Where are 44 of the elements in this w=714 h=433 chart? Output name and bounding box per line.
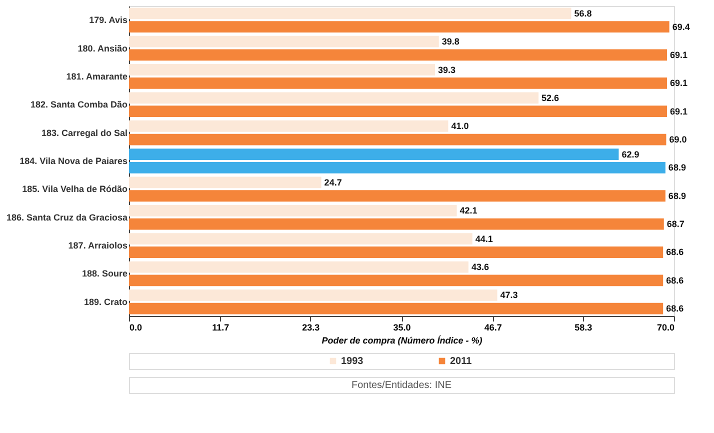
data-label: 68.6 [666,247,684,258]
x-tick-label: 0.0 [130,322,142,332]
y-tick-label: 179. Avis [89,15,128,26]
x-tick-label: 11.7 [212,322,230,332]
x-tick-label: 23.3 [302,322,320,332]
x-tick-label: 46.7 [484,322,502,332]
y-tick-label: 189. Crato [84,296,128,307]
data-label: 69.4 [672,22,690,32]
data-label: 43.6 [471,262,489,272]
y-tick-label: 181. Amarante [66,71,128,82]
data-label: 68.6 [666,275,684,286]
data-label: 62.9 [622,149,640,160]
x-tick-label: 70.0 [656,322,674,332]
data-label: 69.1 [670,50,688,60]
y-tick-label: 183. Carregal do Sal [41,128,128,138]
data-label: 68.7 [666,219,684,230]
x-axis-title: Poder de compra (Número Índice - %) [322,336,482,346]
data-label: 52.6 [542,92,560,103]
data-label: 39.8 [442,36,460,47]
data-label: 47.3 [500,290,518,300]
data-label: 69.1 [670,106,688,116]
data-label: 69.1 [670,78,688,88]
data-label: 44.1 [475,234,493,244]
x-tick-label: 35.0 [393,322,411,332]
data-label: 68.6 [666,304,684,314]
y-tick-label: 180. Ansião [78,43,128,54]
y-tick-label: 186. Santa Cruz da Graciosa [6,212,128,222]
y-tick-label: 187. Arraiolos [68,240,128,251]
x-tick-label: 58.3 [574,322,592,332]
legend-label: 2011 [450,356,472,367]
y-tick-label: 182. Santa Comba Dão [30,100,128,110]
text: Fontes/Entidades: INE [351,380,452,391]
data-label: 68.9 [668,162,686,173]
y-tick-label: 184. Vila Nova de Paiares [20,156,128,166]
data-label: 42.1 [460,206,478,216]
legend-label: 1993 [341,356,364,367]
data-label: 56.8 [574,8,592,18]
data-label: 69.0 [669,134,687,145]
y-tick-label: 188. Soure [82,268,128,279]
y-tick-label: 185. Vila Velha de Ródão [22,184,128,194]
data-label: 68.9 [668,190,686,201]
data-label: 39.3 [438,64,456,75]
data-label: 24.7 [324,177,342,188]
data-label: 41.0 [451,121,469,132]
